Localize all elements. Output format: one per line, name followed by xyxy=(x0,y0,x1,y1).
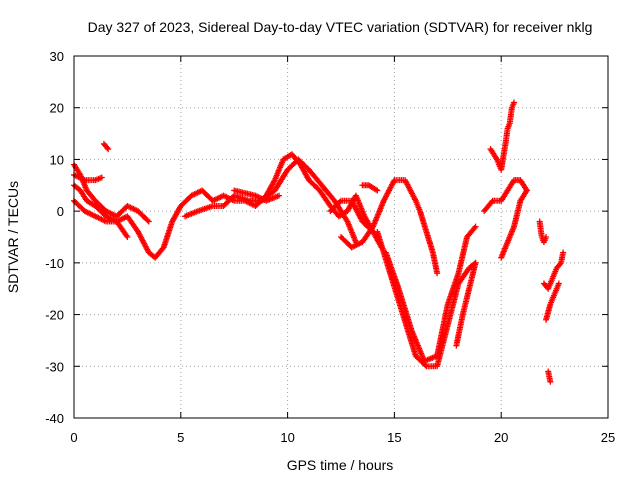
data-point xyxy=(336,198,343,205)
data-point xyxy=(145,218,152,225)
data-point xyxy=(374,187,381,194)
series-arc-p xyxy=(498,187,530,261)
series-arc-f xyxy=(100,140,112,153)
series-arc-t xyxy=(545,368,554,385)
data-point xyxy=(144,217,151,224)
y-axis-label: SDTVAR / TECUs xyxy=(5,181,21,293)
data-point xyxy=(560,249,567,256)
y-tick-label: -30 xyxy=(45,359,64,374)
data-point xyxy=(555,280,562,287)
data-point xyxy=(523,187,530,194)
x-tick-label: 0 xyxy=(70,430,77,445)
data-point xyxy=(104,144,111,151)
data-points xyxy=(71,99,567,385)
series-arc-q xyxy=(536,218,550,246)
data-point xyxy=(472,223,479,230)
data-point xyxy=(511,99,518,106)
plot-frame xyxy=(73,55,609,419)
data-point xyxy=(488,199,495,206)
data-point xyxy=(98,174,105,181)
series-arc-i xyxy=(338,177,441,277)
y-tick-label: 30 xyxy=(50,49,64,64)
y-tick-label: -10 xyxy=(45,256,64,271)
y-tick-label: 0 xyxy=(57,204,64,219)
x-tick-label: 10 xyxy=(280,430,294,445)
data-point xyxy=(556,261,563,268)
series-arc-o xyxy=(487,99,518,173)
series-arc-g xyxy=(231,187,283,204)
y-tick-label: 10 xyxy=(50,152,64,167)
series-arc-l xyxy=(359,182,381,194)
x-tick-label: 15 xyxy=(387,430,401,445)
x-tick-label: 25 xyxy=(601,430,615,445)
data-point xyxy=(124,234,131,240)
data-point xyxy=(472,259,479,266)
data-point xyxy=(276,192,283,199)
data-point xyxy=(547,378,554,385)
data-point xyxy=(471,224,478,231)
chart-title: Day 327 of 2023, Sidereal Day-to-day VTE… xyxy=(88,19,593,35)
y-tick-label: -40 xyxy=(45,411,64,426)
x-tick-label: 20 xyxy=(494,430,508,445)
y-tick-label: 20 xyxy=(50,101,64,116)
series-arc-r xyxy=(540,249,567,292)
data-point xyxy=(434,270,441,277)
data-point xyxy=(422,362,429,369)
data-point xyxy=(543,234,550,240)
series-arc-e xyxy=(71,197,131,240)
series-arc-s xyxy=(543,280,562,323)
data-point xyxy=(105,146,112,153)
series-arc-d xyxy=(71,171,105,184)
x-tick-label: 5 xyxy=(177,430,184,445)
series-arc-m xyxy=(453,259,479,349)
series-arc-k xyxy=(382,223,479,365)
y-tick-label: -20 xyxy=(45,308,64,323)
axis-ticks: 0 5 10 15 20 25 -40 -30 -20 -10 0 10 20 30 xyxy=(45,49,615,445)
x-axis-label: GPS time / hours xyxy=(287,457,394,473)
